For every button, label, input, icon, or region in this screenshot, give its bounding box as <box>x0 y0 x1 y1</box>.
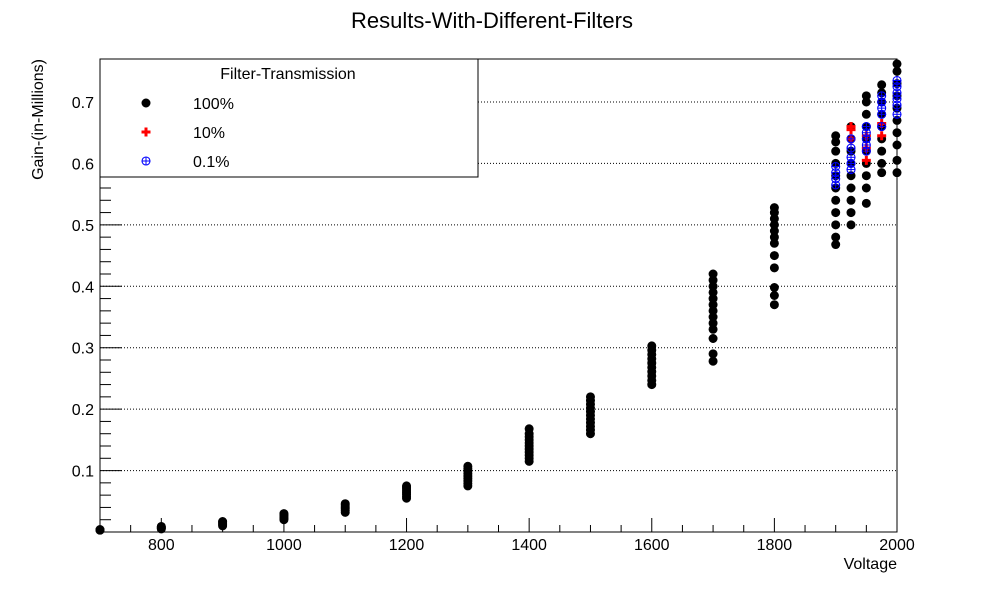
data-point <box>846 195 856 205</box>
x-tick-label: 1000 <box>266 537 302 554</box>
data-point <box>218 517 228 527</box>
data-point <box>877 80 887 90</box>
data-point <box>877 158 887 168</box>
legend-marker <box>141 98 151 108</box>
data-point <box>846 134 856 144</box>
data-point <box>647 341 657 351</box>
data-point <box>877 131 887 141</box>
x-tick-label: 1200 <box>389 537 425 554</box>
data-point <box>892 128 902 138</box>
legend-title: Filter-Transmission <box>220 66 355 83</box>
y-tick-label: 0.4 <box>72 279 94 296</box>
data-point <box>463 461 473 471</box>
data-point <box>892 75 902 86</box>
data-point <box>877 91 887 101</box>
legend-entry-label: 100% <box>193 96 234 113</box>
series-0 <box>95 59 902 535</box>
data-point <box>877 168 887 178</box>
data-points <box>95 59 902 535</box>
data-point <box>769 203 779 213</box>
data-point <box>831 232 841 242</box>
data-point <box>769 251 779 261</box>
data-point <box>861 122 871 132</box>
data-point <box>861 91 871 101</box>
y-tick-label: 0.5 <box>72 218 94 235</box>
data-point <box>769 263 779 273</box>
chart-title: Results-With-Different-Filters <box>351 8 633 33</box>
data-point <box>846 152 856 162</box>
x-tick-label: 1800 <box>757 537 793 554</box>
data-point <box>846 220 856 230</box>
data-point <box>769 290 779 300</box>
data-point <box>877 146 887 156</box>
data-point <box>861 198 871 208</box>
legend-entry-label: 10% <box>193 125 225 142</box>
data-point <box>831 220 841 230</box>
data-point <box>846 208 856 218</box>
data-point <box>279 509 289 519</box>
legend-marker <box>141 127 151 137</box>
series-2 <box>831 75 902 190</box>
data-point <box>892 168 902 178</box>
x-axis: 800 1000 1200 1400 1600 1800 2000 <box>99 518 915 554</box>
legend: Filter-Transmission 100% 10% 0.1% <box>99 58 479 178</box>
data-point <box>95 525 105 535</box>
x-tick-label: 2000 <box>879 537 915 554</box>
data-point <box>708 269 718 279</box>
data-point <box>708 333 718 343</box>
x-tick-label: 800 <box>148 537 175 554</box>
y-tick-label: 0.1 <box>72 464 94 481</box>
y-tick-label: 0.3 <box>72 341 94 358</box>
data-point <box>156 521 166 531</box>
data-point <box>708 349 718 359</box>
x-tick-label: 1400 <box>511 537 547 554</box>
data-point <box>524 424 534 434</box>
y-axis-label: Gain-(in-Millions) <box>30 59 47 180</box>
data-point <box>892 155 902 165</box>
y-tick-label: 0.6 <box>72 156 94 173</box>
data-point <box>861 109 871 119</box>
legend-entries: 100% 10% 0.1% <box>141 96 234 171</box>
data-point <box>846 183 856 193</box>
data-point <box>831 208 841 218</box>
x-tick-label: 1600 <box>634 537 670 554</box>
data-point <box>892 109 902 119</box>
data-point <box>892 140 902 150</box>
x-axis-label: Voltage <box>844 556 897 573</box>
data-point <box>846 143 856 153</box>
data-point <box>861 171 871 181</box>
data-point <box>892 59 902 69</box>
data-point <box>877 122 887 132</box>
data-point <box>831 195 841 205</box>
legend-box <box>99 58 479 178</box>
data-point <box>402 481 412 491</box>
data-point <box>769 283 779 293</box>
data-point <box>585 392 595 402</box>
y-tick-label: 0.7 <box>72 95 94 112</box>
y-tick-label: 0.2 <box>72 402 94 419</box>
legend-marker <box>141 156 151 166</box>
data-point <box>861 155 871 165</box>
data-point <box>831 146 841 156</box>
legend-entry-label: 0.1% <box>193 154 229 171</box>
data-point <box>831 131 841 141</box>
data-point <box>861 183 871 193</box>
data-point <box>769 300 779 310</box>
data-point <box>340 499 350 509</box>
data-point <box>846 122 856 132</box>
data-point <box>831 161 841 172</box>
